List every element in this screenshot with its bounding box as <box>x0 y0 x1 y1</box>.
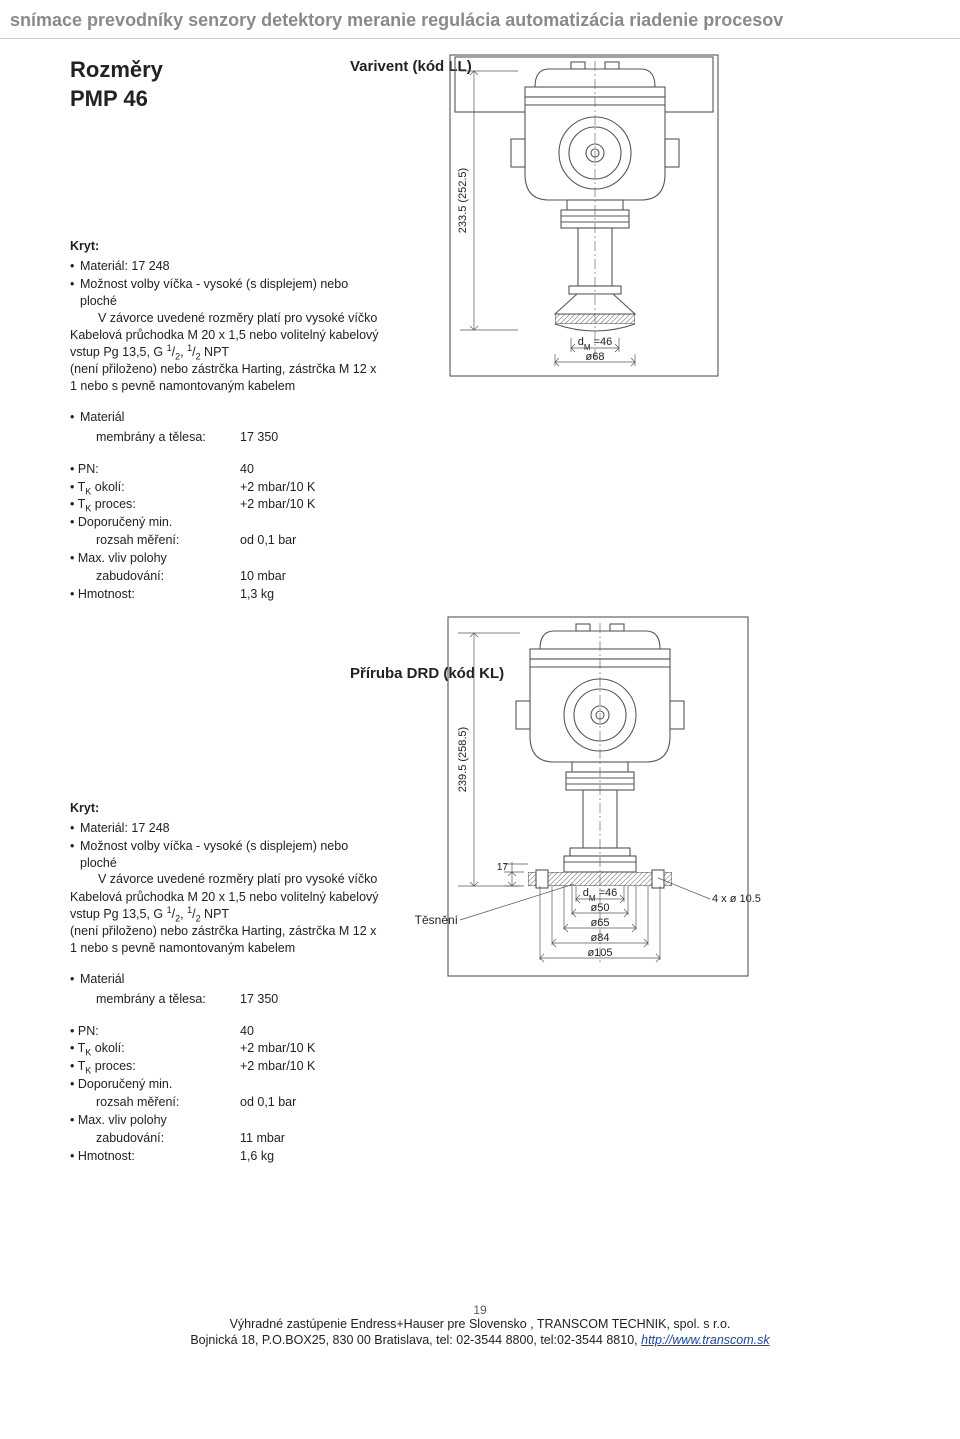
footer-line1: Výhradné zastúpenie Endress+Hauser pre S… <box>30 1316 930 1333</box>
cable-text: Kabelová průchodka M 20 x 1,5 nebo volit… <box>70 889 380 923</box>
section1-figure: 233.5 (252.5)dM =46ø68 <box>390 49 910 469</box>
cap-text: Možnost volby víčka - vysoké (s displeje… <box>80 839 348 870</box>
svg-text:ø84: ø84 <box>591 932 610 944</box>
svg-text:239.5 (258.5): 239.5 (258.5) <box>457 727 469 792</box>
svg-text:Těsnění: Těsnění <box>415 913 459 927</box>
page-number: 19 <box>473 1302 486 1318</box>
varivent-drawing: 233.5 (252.5)dM =46ø68 <box>400 49 730 469</box>
svg-text:ø65: ø65 <box>591 917 610 929</box>
footer-link[interactable]: http://www.transcom.sk <box>641 1333 770 1347</box>
page-content: Rozměry PMP 46 Varivent (kód LL) Kryt: M… <box>0 39 960 1245</box>
spec-table-2: PN:40TK okolí:+2 mbar/10 KTK proces:+2 m… <box>70 1023 380 1166</box>
footer-line2: Bojnická 18, P.O.BOX25, 830 00 Bratislav… <box>30 1332 930 1349</box>
cable-text-2: (není přiloženo) nebo zástrčka Harting, … <box>70 923 380 957</box>
title-line1: Rozměry <box>70 57 350 83</box>
cap-note: V závorce uvedené rozměry platí pro vyso… <box>80 310 380 327</box>
section1-spec-text: Kryt: Materiál: 17 248 Možnost volby víč… <box>70 234 390 604</box>
spec-line: Možnost volby víčka - vysoké (s displeje… <box>70 838 380 889</box>
spec-line: Materiál: 17 248 <box>70 820 380 837</box>
svg-text:233.5 (252.5): 233.5 (252.5) <box>457 168 469 233</box>
svg-text:ø105: ø105 <box>587 947 612 959</box>
page-footer: 19 Výhradné zastúpenie Endress+Hauser pr… <box>0 1306 960 1368</box>
spec-line: Materiál <box>70 409 380 426</box>
spec-table-1: membrány a tělesa:17 350 <box>70 991 380 1009</box>
spec-table-2: PN:40TK okolí:+2 mbar/10 KTK proces:+2 m… <box>70 461 380 604</box>
cable-text-2: (není přiloženo) nebo zástrčka Harting, … <box>70 361 380 395</box>
spec-table-1: membrány a tělesa:17 350 <box>70 429 380 447</box>
drd-drawing: 17239.5 (258.5)TěsněnídM =464 x ø 10.5ø5… <box>400 611 770 1061</box>
svg-text:ø68: ø68 <box>586 351 605 363</box>
svg-text:ø50: ø50 <box>591 902 610 914</box>
svg-text:17: 17 <box>497 862 509 873</box>
section2-spec-text: Kryt: Materiál: 17 248 Možnost volby víč… <box>70 796 390 1166</box>
svg-text:4 x ø 10.5: 4 x ø 10.5 <box>712 893 761 905</box>
spec-line: Materiál: 17 248 <box>70 258 380 275</box>
spec-line: Možnost volby víčka - vysoké (s displeje… <box>70 276 380 327</box>
spec-line: Materiál <box>70 971 380 988</box>
main-title: Rozměry PMP 46 <box>70 57 350 114</box>
section2-figure: 17239.5 (258.5)TěsněnídM =464 x ø 10.5ø5… <box>390 611 910 1061</box>
kryt-label: Kryt: <box>70 800 380 817</box>
kryt-label: Kryt: <box>70 238 380 255</box>
cap-note: V závorce uvedené rozměry platí pro vyso… <box>80 871 380 888</box>
cap-text: Možnost volby víčka - vysoké (s displeje… <box>80 277 348 308</box>
title-line2: PMP 46 <box>70 86 350 112</box>
cable-text: Kabelová průchodka M 20 x 1,5 nebo volit… <box>70 327 380 361</box>
page-banner: snímace prevodníky senzory detektory mer… <box>0 0 960 39</box>
